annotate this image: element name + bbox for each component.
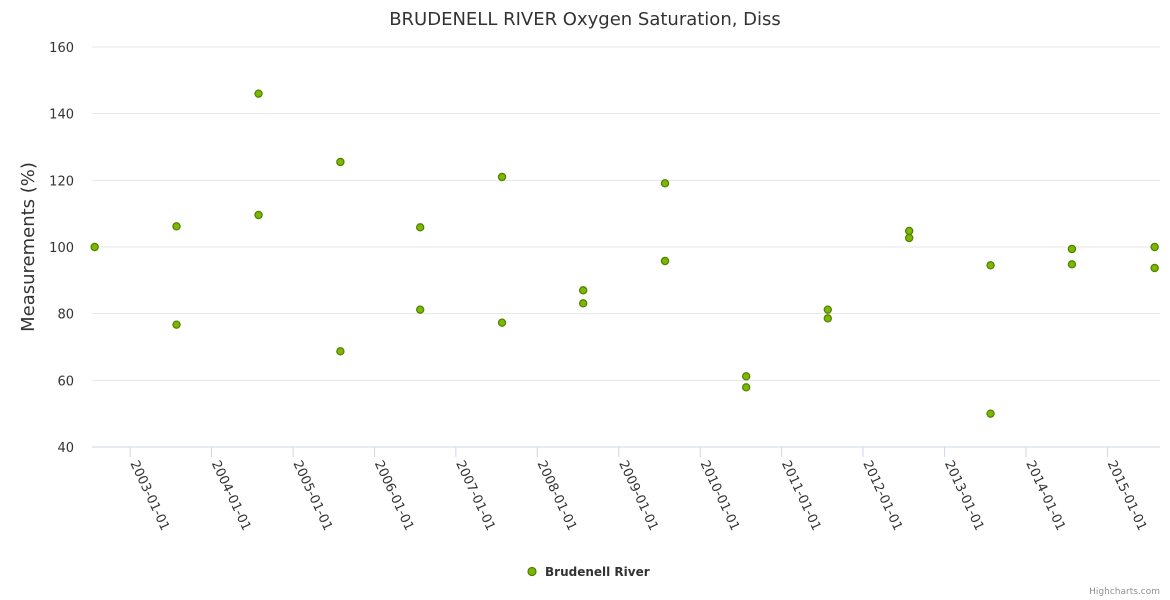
data-point-0-19[interactable] <box>904 226 914 236</box>
y-axis-title: Measurements (%) <box>18 162 39 332</box>
y-tick-label-5: 140 <box>49 108 74 123</box>
data-point-0-26[interactable] <box>1150 263 1159 273</box>
data-point-0-11[interactable] <box>578 286 588 295</box>
legend-label-brudenell-river[interactable]: Brudenell River <box>545 565 650 579</box>
data-point-0-25[interactable] <box>1150 242 1159 252</box>
data-point-0-18[interactable] <box>823 314 832 323</box>
legend[interactable]: Brudenell River <box>527 565 650 579</box>
y-tick-label-6: 160 <box>49 41 74 56</box>
x-tick-label-12: 2015-01-01 <box>1104 458 1150 533</box>
x-tick-label-10: 2013-01-01 <box>941 458 987 533</box>
grid-lines <box>92 46 1160 448</box>
x-tick-label-3: 2006-01-01 <box>371 458 417 533</box>
x-tick-label-2: 2005-01-01 <box>289 458 335 533</box>
data-point-0-20[interactable] <box>904 233 914 243</box>
data-point-0-15[interactable] <box>741 372 751 381</box>
y-tick-label-1: 60 <box>57 374 74 389</box>
data-point-0-4[interactable] <box>254 210 263 220</box>
data-point-0-12[interactable] <box>578 299 588 308</box>
x-tick-label-9: 2012-01-01 <box>859 458 905 533</box>
data-point-0-13[interactable] <box>660 179 670 188</box>
data-point-0-22[interactable] <box>986 409 995 418</box>
y-tick-label-2: 80 <box>57 308 74 323</box>
x-tick-label-1: 2004-01-01 <box>208 458 254 533</box>
legend-marker-brudenell-river <box>527 566 537 577</box>
data-point-0-23[interactable] <box>1067 244 1077 254</box>
x-tick-label-8: 2011-01-01 <box>778 458 824 533</box>
x-tick-label-4: 2007-01-01 <box>452 458 498 533</box>
data-point-0-6[interactable] <box>336 347 345 356</box>
data-point-0-17[interactable] <box>823 305 832 314</box>
credits-link[interactable]: Highcharts.com <box>1089 587 1160 597</box>
data-point-0-0[interactable] <box>90 242 99 252</box>
y-tick-label-0: 40 <box>57 441 74 456</box>
chart-title: BRUDENELL RIVER Oxygen Saturation, Diss <box>389 9 781 30</box>
data-point-0-7[interactable] <box>416 223 425 232</box>
data-point-0-5[interactable] <box>336 157 345 167</box>
x-tick-label-11: 2014-01-01 <box>1022 458 1068 533</box>
axes: 40 60 80 100 120 140 160 2003-01-01 2004-01-01 20… <box>49 41 1160 533</box>
x-tick-label-5: 2008-01-01 <box>534 458 580 533</box>
data-point-0-24[interactable] <box>1067 260 1077 269</box>
data-point-0-16[interactable] <box>741 383 751 392</box>
data-point-0-8[interactable] <box>416 305 425 314</box>
x-tick-label-6: 2009-01-01 <box>615 458 661 533</box>
y-tick-label-3: 100 <box>49 241 74 256</box>
x-tick-label-0: 2003-01-01 <box>127 458 173 533</box>
data-point-0-21[interactable] <box>986 261 995 270</box>
y-tick-label-4: 120 <box>49 174 74 189</box>
data-point-0-1[interactable] <box>172 222 181 231</box>
data-point-0-10[interactable] <box>497 318 507 327</box>
data-point-0-9[interactable] <box>497 172 507 182</box>
x-tick-label-7: 2010-01-01 <box>697 458 743 533</box>
data-point-0-2[interactable] <box>172 320 181 329</box>
data-point-0-14[interactable] <box>660 256 670 266</box>
data-points <box>90 89 1159 418</box>
data-point-0-3[interactable] <box>254 89 263 98</box>
